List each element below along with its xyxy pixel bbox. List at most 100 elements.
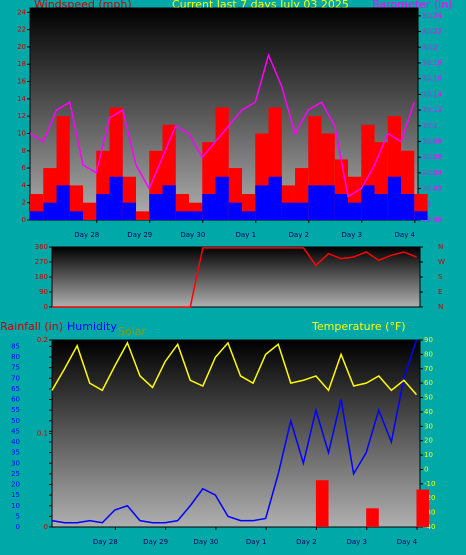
wind-label: Windspeed (mph) <box>34 0 132 11</box>
y-tick-label: 15 <box>11 491 20 499</box>
x-tick-label: Day 29 <box>143 538 168 546</box>
rain-label: Rainfall (in) <box>0 320 63 333</box>
y-tick-label: 85 <box>11 342 20 350</box>
y-tick-label: 5 <box>16 512 20 520</box>
bar <box>175 211 190 220</box>
y-tick-label: 180 <box>35 273 48 281</box>
x-tick-label: Day 1 <box>246 538 267 546</box>
y2-tick-label: E <box>438 288 442 296</box>
y2-tick-label: 30 <box>424 422 433 430</box>
y-tick-label: 35 <box>11 449 20 457</box>
barometer-label: Barometer (in) <box>372 0 453 11</box>
bar <box>109 176 123 220</box>
bar <box>189 211 203 220</box>
line <box>51 341 418 396</box>
line <box>51 339 418 524</box>
y2-tick-label: -30 <box>424 509 435 517</box>
y2-tick-label: W <box>438 258 445 266</box>
x-tick-label: Day 3 <box>342 231 363 239</box>
y-tick-label: 2 <box>22 199 26 207</box>
y-tick-label: 18 <box>17 60 26 68</box>
y-tick-label: 8 <box>22 147 26 155</box>
y-tick-label: 45 <box>11 427 20 435</box>
solar-label: Solar <box>118 325 147 338</box>
y2-tick-label: 30.2 <box>422 43 438 51</box>
y2-tick-label: 30.12 <box>422 106 442 114</box>
y2-tick-label: 20 <box>424 437 433 445</box>
x-tick-label: Day 4 <box>395 231 416 239</box>
x-tick-label: Day 28 <box>74 231 99 239</box>
y-tick-label: 16 <box>17 78 26 86</box>
y2-tick-label: 30.1 <box>422 122 438 130</box>
y-tick-label: 55 <box>11 406 20 414</box>
humidity-label: Humidity <box>67 320 117 333</box>
y2-tick-label: 30.04 <box>422 169 443 177</box>
x-tick-label: Day 3 <box>346 538 367 546</box>
y2-tick-label: -10 <box>424 480 435 488</box>
y-tick-label: 10 <box>11 502 20 510</box>
y2-tick-label: 30.16 <box>422 75 443 83</box>
y-tick-label: 6 <box>22 164 27 172</box>
y2-tick-label: 0 <box>424 465 428 473</box>
y-tick-label: 90 <box>39 288 48 296</box>
y3-tick-label: 0.1 <box>37 430 48 438</box>
bar <box>366 508 379 527</box>
bar <box>315 480 329 527</box>
x-tick-label: Day 2 <box>296 538 317 546</box>
bar <box>83 202 97 220</box>
x-tick-label: Day 2 <box>289 231 310 239</box>
y-tick-label: 40 <box>11 438 20 446</box>
y2-tick-label: N <box>438 303 443 311</box>
y-tick-label: 22 <box>17 26 26 34</box>
y2-tick-label: 90 <box>424 336 433 344</box>
x-tick-label: Day 4 <box>397 538 418 546</box>
bar <box>387 176 402 220</box>
y-tick-label: 14 <box>17 95 26 103</box>
bar <box>43 202 57 220</box>
bar <box>348 202 362 220</box>
y2-tick-label: -20 <box>424 494 435 502</box>
bar <box>308 185 322 220</box>
bar <box>295 202 309 220</box>
y2-tick-label: 30.18 <box>422 59 442 67</box>
bar <box>281 202 296 220</box>
bar <box>228 202 243 220</box>
y-tick-label: 0 <box>16 523 20 531</box>
y2-tick-label: 30.22 <box>422 28 442 36</box>
y2-tick-label: 80 <box>424 350 433 358</box>
bar <box>361 185 375 220</box>
y-tick-label: 25 <box>11 470 20 478</box>
y2-tick-label: N <box>438 243 443 251</box>
y-tick-label: 70 <box>11 374 20 382</box>
y2-tick-label: S <box>438 273 443 281</box>
x-tick-label: Day 29 <box>127 231 152 239</box>
bar <box>30 211 44 220</box>
bar <box>321 185 335 220</box>
y2-tick-label: 29.98 <box>422 216 442 224</box>
y2-tick-label: 40 <box>424 408 433 416</box>
y-tick-label: 0 <box>22 216 26 224</box>
y-tick-label: 75 <box>11 364 20 372</box>
y2-tick-label: 30.06 <box>422 153 443 161</box>
bar <box>334 194 349 220</box>
bar <box>374 194 388 220</box>
x-tick-label: Day 1 <box>236 231 257 239</box>
bar <box>162 185 176 220</box>
y2-tick-label: 30.02 <box>422 185 442 193</box>
x-tick-label: Day 30 <box>193 538 218 546</box>
bar <box>215 176 229 220</box>
y2-tick-label: 50 <box>424 394 433 402</box>
y-tick-label: 0 <box>44 303 48 311</box>
bar <box>149 194 163 220</box>
y2-tick-label: 70 <box>424 365 433 373</box>
y3-tick-label: 0 <box>44 523 48 531</box>
line <box>52 247 417 308</box>
temperature-label: Temperature (°F) <box>311 320 406 333</box>
y-tick-label: 4 <box>22 181 27 189</box>
bar <box>268 176 282 220</box>
y-tick-label: 20 <box>17 43 26 51</box>
y-tick-label: 65 <box>11 385 20 393</box>
y-tick-label: 30 <box>11 459 20 467</box>
y2-tick-label: 30.14 <box>422 90 443 98</box>
bar <box>202 194 216 220</box>
